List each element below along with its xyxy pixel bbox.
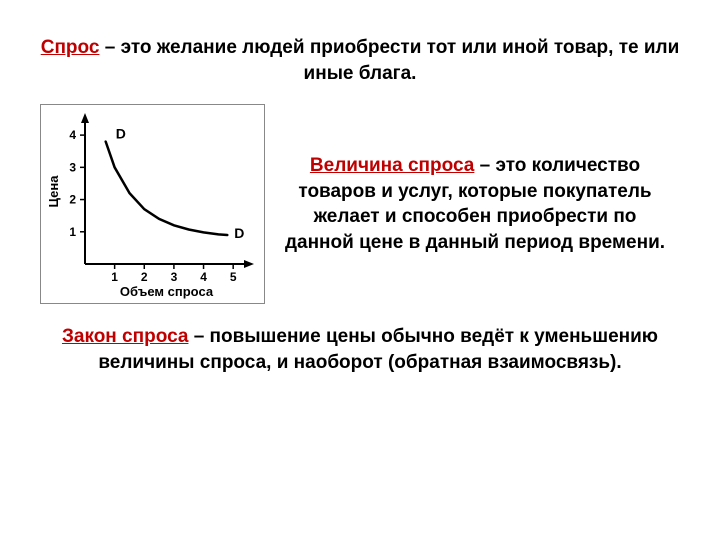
term-law: Закон спроса	[62, 326, 188, 347]
paragraph-demand: Спрос – это желание людей приобрести тот…	[40, 35, 680, 86]
text-demand-rest: – это желание людей приобрести тот или и…	[99, 37, 679, 84]
demand-chart-svg: 123451234Объем спросаЦенаDD	[45, 109, 260, 299]
demand-chart: 123451234Объем спросаЦенаDD	[40, 104, 265, 304]
svg-text:1: 1	[69, 225, 76, 239]
svg-text:4: 4	[69, 128, 76, 142]
svg-text:Цена: Цена	[46, 175, 61, 208]
svg-text:D: D	[116, 126, 126, 142]
middle-row: 123451234Объем спросаЦенаDD Величина спр…	[40, 104, 680, 304]
svg-text:D: D	[234, 225, 244, 241]
paragraph-quantity: Величина спроса – это количество товаров…	[280, 153, 680, 256]
svg-text:2: 2	[141, 270, 148, 284]
svg-text:2: 2	[69, 193, 76, 207]
svg-text:5: 5	[230, 270, 237, 284]
svg-text:3: 3	[69, 161, 76, 175]
svg-text:Объем спроса: Объем спроса	[120, 284, 214, 299]
term-quantity: Величина спроса	[310, 155, 474, 176]
term-demand: Спрос	[41, 37, 100, 58]
svg-text:4: 4	[200, 270, 207, 284]
svg-text:1: 1	[111, 270, 118, 284]
svg-text:3: 3	[171, 270, 178, 284]
paragraph-law: Закон спроса – повышение цены обычно вед…	[40, 324, 680, 375]
